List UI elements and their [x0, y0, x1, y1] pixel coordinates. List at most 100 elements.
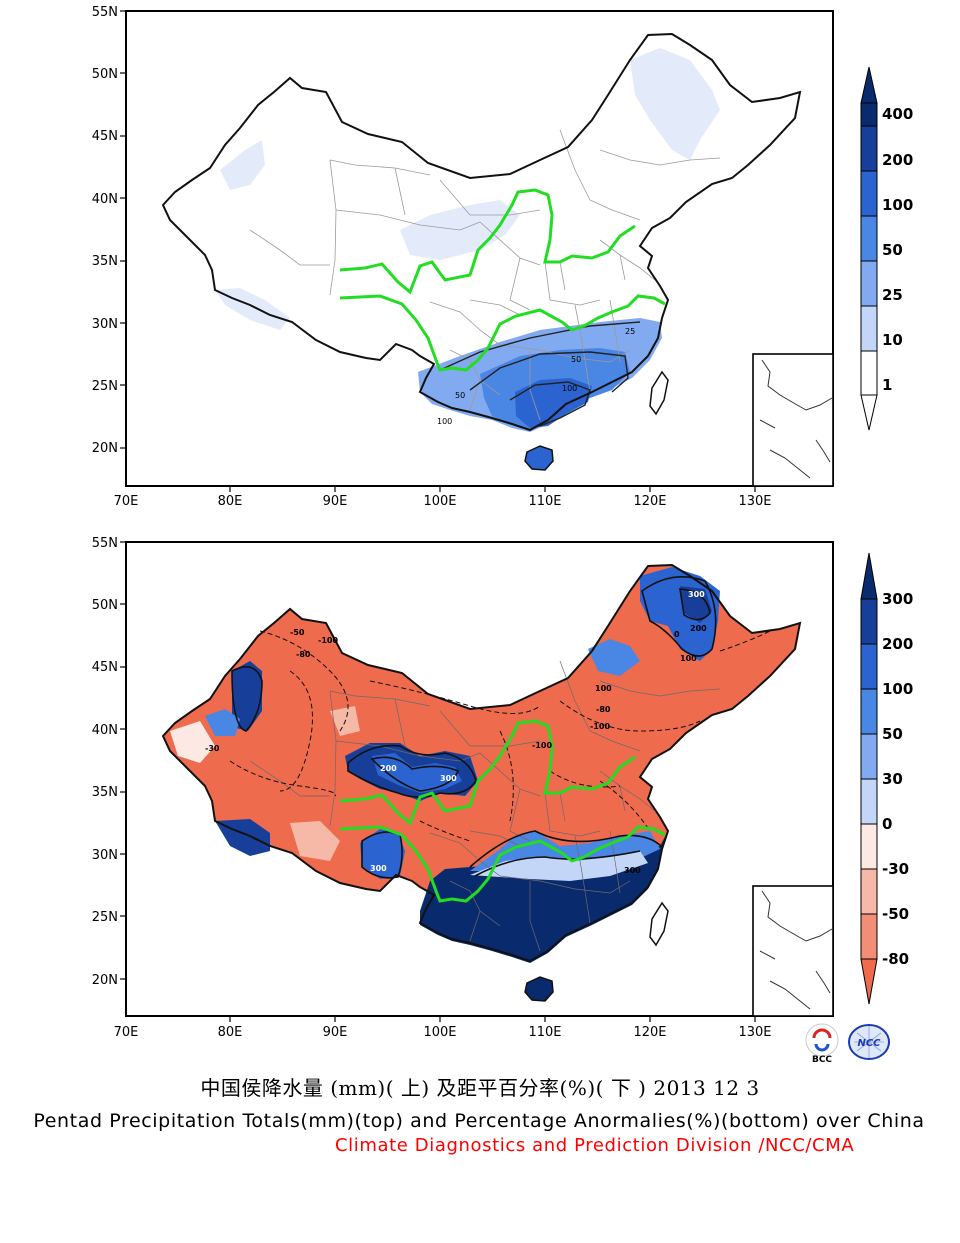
top-colorbar: 400 200 100 50 25 10 1 — [860, 66, 913, 431]
bottom-colorbar-label: -30 — [882, 860, 909, 878]
lon-tick-label: 100E — [423, 1025, 456, 1040]
lon-tick-label: 130E — [738, 1025, 771, 1040]
bottom-contour-label: -80 — [296, 650, 311, 659]
lat-tick-label: 45N — [92, 129, 118, 144]
top-colorbar-bin — [860, 102, 878, 127]
top-colorbar-label: 50 — [882, 241, 903, 259]
top-contour-label: 25 — [625, 327, 635, 336]
top-colorbar-label: 100 — [882, 196, 913, 214]
lon-tick-label: 100E — [423, 494, 456, 509]
bottom-contour-label: -100 — [532, 741, 552, 750]
top-colorbar-bin — [860, 260, 878, 307]
lon-tick-label: 80E — [218, 494, 243, 509]
lat-tick-label: 35N — [92, 785, 118, 800]
bottom-negative-contours — [229, 630, 771, 842]
caption-credit: Climate Diagnostics and Prediction Divis… — [335, 1135, 855, 1156]
bottom-colorbar-label: 0 — [882, 815, 892, 833]
bottom-colorbar-label: 200 — [882, 635, 913, 653]
bottom-colorbar-label: 100 — [882, 680, 913, 698]
top-colorbar-bin — [860, 125, 878, 172]
bottom-colorbar-label: -80 — [882, 950, 909, 968]
lat-tick-label: 35N — [92, 254, 118, 269]
lat-tick-label: 45N — [92, 660, 118, 675]
lat-tick-label: 25N — [92, 379, 118, 394]
bottom-positive-contours — [231, 575, 717, 879]
top-colorbar-label: 400 — [882, 105, 913, 123]
bottom-colorbar-bin — [860, 733, 878, 780]
caption-chinese: 中国侯降水量 (mm)( 上) 及距平百分率(%)( 下 ) 2013 12 3 — [200, 1076, 760, 1100]
ncc-logo-text: NCC — [857, 1038, 881, 1049]
bottom-contour-label: -100 — [318, 636, 338, 645]
bottom-colorbar-bin — [860, 823, 878, 870]
bottom-shade-nw-blob — [232, 661, 262, 731]
top-contour-label: 100 — [562, 384, 577, 393]
bottom-colorbar-label: -50 — [882, 905, 909, 923]
top-colorbar-label: 200 — [882, 151, 913, 169]
bottom-contour-label: 100 — [595, 684, 612, 693]
top-lon-axis: 70E 80E 90E 100E 110E 120E 130E — [114, 494, 772, 509]
lon-tick-label: 70E — [114, 494, 139, 509]
top-contour-label: 100 — [437, 417, 452, 426]
lon-tick-label: 80E — [218, 1025, 243, 1040]
top-colorbar-label: 1 — [882, 376, 892, 394]
bottom-inset-box — [752, 885, 834, 1017]
bottom-contour-label: -50 — [290, 628, 305, 637]
bottom-contour-label: 200 — [690, 624, 707, 633]
bottom-colorbar-bin — [860, 778, 878, 825]
lon-tick-label: 110E — [528, 494, 561, 509]
lon-tick-label: 120E — [633, 1025, 666, 1040]
top-contour-25 — [439, 321, 641, 371]
bottom-shade-tibet-inner — [372, 753, 462, 793]
bottom-colorbar-label: 300 — [882, 590, 913, 608]
lat-tick-label: 55N — [92, 536, 118, 551]
top-colorbar-min-arrow — [860, 394, 878, 431]
top-contour-50 — [469, 351, 629, 393]
lat-tick-label: 30N — [92, 317, 118, 332]
bottom-shade-nw-small — [205, 709, 240, 736]
bottom-colorbar-max-arrow — [860, 552, 878, 600]
bottom-colorbar-bin — [860, 688, 878, 735]
lat-tick-label: 25N — [92, 910, 118, 925]
top-inset-box — [752, 353, 834, 487]
bottom-lon-axis: 70E 80E 90E 100E 110E 120E 130E — [114, 1025, 772, 1040]
top-colorbar-bin — [860, 350, 878, 396]
lon-tick-label: 70E — [114, 1025, 139, 1040]
top-colorbar-bin — [860, 305, 878, 352]
bottom-colorbar-bin — [860, 868, 878, 915]
lat-tick-label: 40N — [92, 723, 118, 738]
bottom-lat-axis: 55N 50N 45N 40N 35N 30N 25N 20N — [92, 536, 118, 988]
bottom-contour-label: 300 — [440, 774, 457, 783]
bottom-colorbar-bin — [860, 913, 878, 960]
bottom-contour-label: 300 — [370, 864, 387, 873]
bottom-shade-pink — [170, 721, 215, 763]
lon-tick-label: 120E — [633, 494, 666, 509]
top-lat-axis: 55N 50N 45N 40N 35N 30N 25N 20N — [92, 5, 118, 456]
bottom-colorbar-bin — [860, 598, 878, 645]
bottom-shade-ne-inner — [680, 586, 712, 623]
bottom-contour-label: 300 — [688, 590, 705, 599]
top-contour-label: 50 — [455, 391, 465, 400]
top-colorbar-label: 10 — [882, 331, 903, 349]
lat-tick-label: 20N — [92, 973, 118, 988]
top-colorbar-label: 25 — [882, 286, 903, 304]
lat-tick-label: 40N — [92, 192, 118, 207]
lat-tick-label: 55N — [92, 5, 118, 20]
lon-tick-label: 130E — [738, 494, 771, 509]
top-shade-south-100 — [515, 378, 592, 428]
bottom-colorbar-label: 50 — [882, 725, 903, 743]
lat-tick-label: 50N — [92, 598, 118, 613]
top-contour-100 — [509, 381, 591, 427]
bottom-colorbar-min-arrow — [860, 958, 878, 1005]
bottom-shade-tibet-south — [360, 829, 405, 879]
top-shade-light-w — [220, 140, 265, 190]
top-colorbar-max-arrow — [860, 66, 878, 104]
lat-tick-label: 30N — [92, 848, 118, 863]
lat-tick-label: 20N — [92, 441, 118, 456]
lon-tick-label: 90E — [323, 1025, 348, 1040]
top-contour-label: 50 — [571, 355, 581, 364]
ncc-logo: NCC — [846, 1022, 890, 1064]
caption-english: Pentad Precipitation Totals(mm)(top) and… — [33, 1110, 925, 1132]
bottom-map: 300 200 100 -100 -80 -50 0 -30 200 300 3… — [92, 536, 834, 1040]
bottom-colorbar-bin — [860, 643, 878, 690]
bottom-colorbar: 300 200 100 50 30 0 -30 -50 -80 — [860, 552, 913, 1005]
